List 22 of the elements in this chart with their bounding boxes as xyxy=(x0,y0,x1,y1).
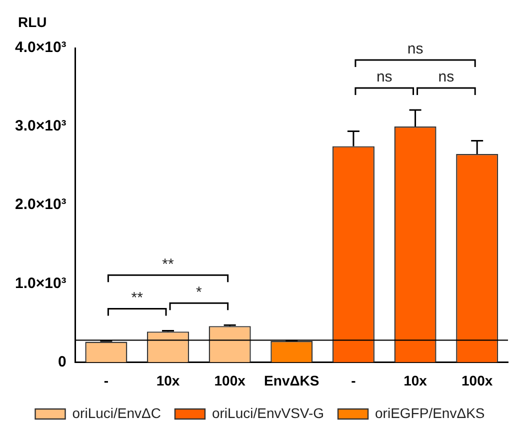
annotation: ns xyxy=(376,68,392,86)
x-tick-label: - xyxy=(351,372,356,388)
legend-label: oriLuci/EnvΔC xyxy=(72,404,161,421)
annotation: ** xyxy=(162,256,174,273)
x-tick-label: - xyxy=(104,372,109,388)
x-tick-label: EnvΔKS xyxy=(264,372,320,388)
annotation: ** xyxy=(131,289,144,306)
legend-label: oriLuci/EnvVSV-G xyxy=(212,404,324,421)
x-tick-label: 10x xyxy=(156,372,180,388)
y-tick-label: 3.0×10³ xyxy=(14,118,66,135)
y-tick-label: 2.0×10³ xyxy=(14,196,66,214)
y-tick-label: 1.0×10³ xyxy=(14,274,66,292)
y-tick-label: 0 xyxy=(58,353,66,370)
annotation: * xyxy=(196,284,202,301)
y-tick-label: 4.0×10³ xyxy=(14,39,66,56)
y-axis-title: RLU xyxy=(18,14,47,30)
x-tick-label: 10x xyxy=(404,372,428,388)
x-tick-label: 100x xyxy=(214,372,246,388)
annotation: ns xyxy=(407,40,424,58)
x-tick-label: 100x xyxy=(462,372,493,388)
legend-label: oriEGFP/EnvΔKS xyxy=(375,404,485,421)
annotation: ns xyxy=(438,68,454,86)
